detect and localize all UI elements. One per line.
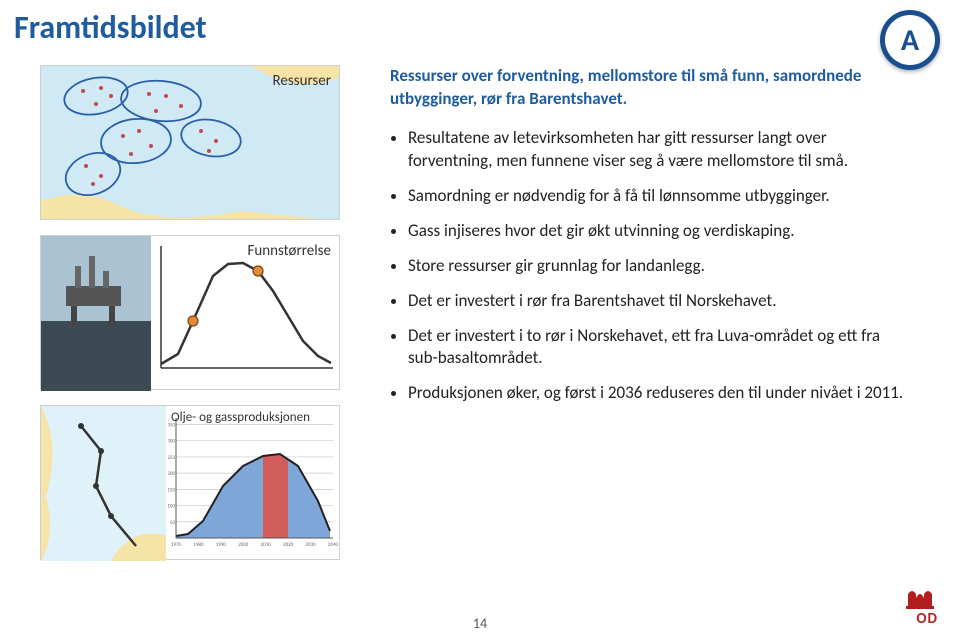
resource-dot [214, 139, 218, 143]
bullet-item: Store ressurser gir grunnlag for landanl… [408, 255, 910, 278]
rig-photo [41, 236, 151, 389]
bullet-item: Resultatene av letevirksomheten har gitt… [408, 127, 910, 173]
svg-text:2010: 2010 [261, 542, 272, 548]
panel-discovery: Funnstørrelse [40, 235, 340, 390]
svg-text:2020: 2020 [283, 542, 294, 548]
svg-text:2000: 2000 [238, 542, 249, 548]
bullet-item: Samordning er nødvendig for å få til løn… [408, 185, 910, 208]
text-block: Ressurser over forventning, mellomstore … [390, 65, 910, 417]
bullet-item: Det er investert i rør fra Barentshavet … [408, 290, 910, 313]
node [98, 448, 104, 454]
rig-icon [41, 236, 151, 391]
resource-dot [164, 94, 168, 98]
panel-discovery-label: Funnstørrelse [247, 242, 331, 260]
resource-dot [84, 164, 88, 168]
svg-text:100: 100 [168, 504, 175, 510]
resource-dot [154, 109, 158, 113]
production-chart: 1970 1980 1990 2000 2010 2020 2030 2040 50 100 15… [168, 406, 339, 559]
svg-text:1970: 1970 [171, 542, 182, 548]
svg-text:2040: 2040 [328, 542, 339, 548]
svg-text:300: 300 [168, 439, 175, 445]
resource-dot [147, 92, 151, 96]
panel-resources-label: Ressurser [273, 72, 332, 90]
svg-text:250: 250 [168, 455, 175, 461]
svg-text:1980: 1980 [193, 542, 204, 548]
svg-text:2030: 2030 [306, 542, 317, 548]
resource-dot [207, 149, 211, 153]
logo-crown-icon [902, 584, 938, 610]
node [108, 513, 114, 519]
svg-text:1990: 1990 [216, 542, 227, 548]
discovery-marker [188, 316, 198, 326]
logo: OD [902, 584, 938, 628]
production-map-svg [41, 406, 166, 561]
discovery-marker [253, 266, 263, 276]
intro-text: Ressurser over forventning, mellomstore … [390, 65, 910, 111]
resource-dot [91, 182, 95, 186]
panel-production-label: Olje- og gassproduksjonen [171, 410, 310, 425]
resource-dot [121, 134, 125, 138]
resource-dot [179, 104, 183, 108]
panel-production: 1970 1980 1990 2000 2010 2020 2030 2040 50 100 15… [40, 405, 340, 560]
logo-text: OD [902, 610, 938, 628]
panel-resources: Ressurser [40, 65, 340, 220]
bullet-item: Det er investert i to rør i Norskehavet,… [408, 325, 910, 371]
slide-title: Framtidsbildet [14, 8, 207, 47]
production-map [41, 406, 166, 559]
resource-dot [129, 152, 133, 156]
bullet-item: Produksjonen øker, og først i 2036 redus… [408, 382, 910, 405]
production-chart-svg: 1970 1980 1990 2000 2010 2020 2030 2040 50 100 15… [168, 406, 339, 561]
discovery-curve [161, 263, 331, 364]
node [78, 423, 84, 429]
resource-dot [137, 129, 141, 133]
bullet-list: Resultatene av letevirksomheten har gitt… [390, 127, 910, 405]
scenario-badge: A [880, 10, 940, 70]
resource-dot [109, 94, 113, 98]
resource-dot [99, 174, 103, 178]
resource-dot [81, 89, 85, 93]
svg-text:200: 200 [168, 471, 175, 477]
resource-dot [99, 86, 103, 90]
svg-text:50: 50 [170, 520, 176, 526]
bullet-item: Gass injiseres hvor det gir økt utvinnin… [408, 220, 910, 243]
prod-series-red [263, 454, 288, 538]
node [93, 483, 99, 489]
resource-dot [199, 129, 203, 133]
svg-text:150: 150 [168, 487, 175, 493]
scenario-badge-letter: A [885, 15, 935, 65]
resource-dot [149, 144, 153, 148]
page-number: 14 [0, 615, 960, 632]
resource-dot [94, 102, 98, 106]
